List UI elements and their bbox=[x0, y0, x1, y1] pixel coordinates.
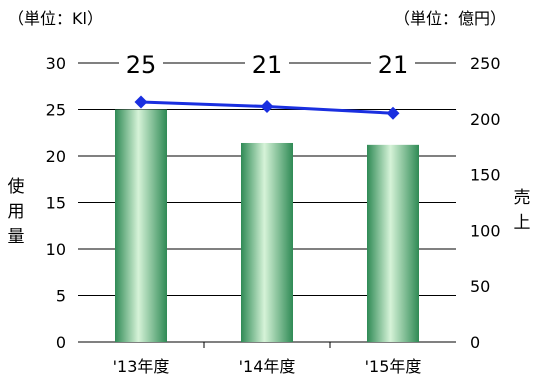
left-tick-label: 15 bbox=[46, 194, 66, 213]
data-label: 21 bbox=[378, 51, 409, 79]
left-tick-label: 0 bbox=[56, 333, 66, 352]
data-label-bg bbox=[119, 49, 163, 77]
right-tick-label: 150 bbox=[470, 166, 501, 185]
right-tick-label: 250 bbox=[470, 54, 501, 73]
sales-marker bbox=[134, 95, 148, 109]
right-tick-label: 100 bbox=[470, 221, 501, 240]
left-axis-title-char: 用 bbox=[8, 202, 25, 222]
right-axis-title-char: 上 bbox=[514, 213, 531, 233]
left-axis-title-char: 量 bbox=[8, 227, 25, 247]
left-tick-label: 30 bbox=[46, 54, 66, 73]
left-tick-label: 20 bbox=[46, 147, 66, 166]
right-tick-label: 200 bbox=[470, 110, 501, 129]
usage-bar bbox=[241, 142, 293, 342]
right-tick-label: 0 bbox=[470, 333, 480, 352]
x-category-label: '14年度 bbox=[239, 357, 296, 376]
data-label-bg bbox=[371, 49, 415, 77]
left-axis-title-char: 使 bbox=[8, 176, 25, 197]
usage-bar bbox=[367, 144, 419, 342]
right-axis-title-char: 売 bbox=[514, 188, 531, 208]
data-label: 25 bbox=[126, 51, 157, 79]
right-tick-label: 50 bbox=[470, 277, 490, 296]
sales-marker bbox=[260, 100, 274, 114]
data-label: 21 bbox=[252, 51, 283, 79]
x-category-label: '15年度 bbox=[365, 357, 422, 376]
left-unit-label: （単位：Kl） bbox=[8, 9, 103, 28]
data-label-bg bbox=[245, 49, 289, 77]
right-unit-label: （単位：億円） bbox=[394, 9, 506, 28]
left-tick-label: 25 bbox=[46, 101, 66, 120]
x-category-label: '13年度 bbox=[113, 357, 170, 376]
usage-bar bbox=[115, 109, 167, 342]
left-tick-label: 5 bbox=[56, 287, 66, 306]
left-tick-label: 10 bbox=[46, 240, 66, 259]
sales-marker bbox=[386, 106, 400, 120]
